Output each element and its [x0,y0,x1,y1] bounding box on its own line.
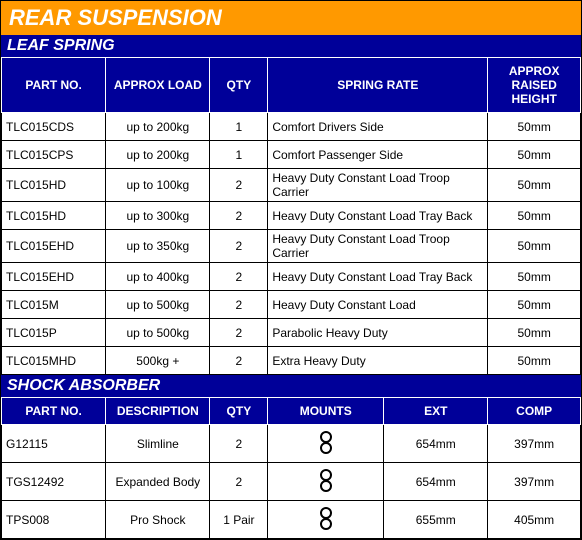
cell-desc: Pro Shock [106,501,210,539]
cell-load: up to 300kg [106,202,210,230]
cell-part: TLC015MHD [2,347,106,375]
cell-load: up to 500kg [106,291,210,319]
cell-qty: 2 [210,463,268,501]
cell-qty: 1 Pair [210,501,268,539]
cell-part: TLC015CDS [2,113,106,141]
cell-mounts [268,501,384,539]
cell-height: 50mm [488,319,581,347]
table-row: G12115Slimline2 654mm397mm [2,425,581,463]
cell-qty: 2 [210,425,268,463]
mount-eye-eye-icon [320,508,332,529]
cell-load: up to 400kg [106,263,210,291]
col-part: PART NO. [2,398,106,425]
rear-suspension-panel: REAR SUSPENSION LEAF SPRING PART NO. APP… [0,0,582,540]
cell-rate: Extra Heavy Duty [268,347,488,375]
cell-load: up to 350kg [106,230,210,263]
cell-mounts [268,425,384,463]
cell-rate: Heavy Duty Constant Load Tray Back [268,202,488,230]
cell-load: up to 200kg [106,113,210,141]
cell-qty: 2 [210,347,268,375]
table-row: TLC015Mup to 500kg2Heavy Duty Constant L… [2,291,581,319]
cell-qty: 2 [210,202,268,230]
table-row: TLC015CPSup to 200kg1Comfort Passenger S… [2,141,581,169]
cell-desc: Expanded Body [106,463,210,501]
cell-load: up to 500kg [106,319,210,347]
cell-rate: Comfort Passenger Side [268,141,488,169]
cell-load: 500kg + [106,347,210,375]
cell-qty: 1 [210,113,268,141]
table-row: TLC015CDSup to 200kg1Comfort Drivers Sid… [2,113,581,141]
cell-load: up to 200kg [106,141,210,169]
cell-desc: Slimline [106,425,210,463]
leaf-spring-heading: LEAF SPRING [1,35,581,57]
col-load: APPROX LOAD [106,58,210,113]
shock-absorber-table: PART NO. DESCRIPTION QTY MOUNTS EXT COMP… [1,397,581,539]
table-row: TLC015EHDup to 350kg2Heavy Duty Constant… [2,230,581,263]
table-row: TPS008Pro Shock1 Pair 655mm405mm [2,501,581,539]
cell-qty: 2 [210,230,268,263]
table-row: TLC015HDup to 100kg2Heavy Duty Constant … [2,169,581,202]
cell-ext: 654mm [384,425,488,463]
col-desc: DESCRIPTION [106,398,210,425]
col-mounts: MOUNTS [268,398,384,425]
cell-rate: Heavy Duty Constant Load [268,291,488,319]
col-height: APPROX RAISED HEIGHT [488,58,581,113]
leaf-spring-table: PART NO. APPROX LOAD QTY SPRING RATE APP… [1,57,581,375]
cell-rate: Heavy Duty Constant Load Troop Carrier [268,169,488,202]
cell-comp: 397mm [488,425,581,463]
cell-part: TLC015HD [2,169,106,202]
cell-qty: 2 [210,169,268,202]
cell-height: 50mm [488,202,581,230]
cell-height: 50mm [488,347,581,375]
cell-height: 50mm [488,113,581,141]
cell-part: TLC015EHD [2,263,106,291]
cell-height: 50mm [488,141,581,169]
table-row: TLC015MHD500kg +2Extra Heavy Duty50mm [2,347,581,375]
cell-part: TLC015P [2,319,106,347]
table-row: TGS12492Expanded Body2 654mm397mm [2,463,581,501]
cell-height: 50mm [488,169,581,202]
col-qty: QTY [210,398,268,425]
col-qty: QTY [210,58,268,113]
cell-mounts [268,463,384,501]
cell-ext: 654mm [384,463,488,501]
shock-absorber-heading: SHOCK ABSORBER [1,375,581,397]
cell-height: 50mm [488,230,581,263]
table-row: TLC015EHDup to 400kg2Heavy Duty Constant… [2,263,581,291]
table-row: TLC015HDup to 300kg2Heavy Duty Constant … [2,202,581,230]
cell-ext: 655mm [384,501,488,539]
cell-rate: Comfort Drivers Side [268,113,488,141]
cell-part: TLC015EHD [2,230,106,263]
cell-load: up to 100kg [106,169,210,202]
cell-comp: 397mm [488,463,581,501]
cell-rate: Parabolic Heavy Duty [268,319,488,347]
table-row: TLC015Pup to 500kg2Parabolic Heavy Duty5… [2,319,581,347]
col-ext: EXT [384,398,488,425]
cell-height: 50mm [488,291,581,319]
col-rate: SPRING RATE [268,58,488,113]
mount-eye-eye-icon [320,432,332,453]
mount-eye-eye-icon [320,470,332,491]
cell-qty: 2 [210,319,268,347]
leaf-header-row: PART NO. APPROX LOAD QTY SPRING RATE APP… [2,58,581,113]
col-comp: COMP [488,398,581,425]
main-title: REAR SUSPENSION [1,1,581,35]
cell-qty: 2 [210,263,268,291]
cell-qty: 1 [210,141,268,169]
cell-part: TPS008 [2,501,106,539]
cell-height: 50mm [488,263,581,291]
cell-comp: 405mm [488,501,581,539]
cell-part: TLC015HD [2,202,106,230]
cell-part: TGS12492 [2,463,106,501]
shock-header-row: PART NO. DESCRIPTION QTY MOUNTS EXT COMP [2,398,581,425]
cell-rate: Heavy Duty Constant Load Troop Carrier [268,230,488,263]
cell-rate: Heavy Duty Constant Load Tray Back [268,263,488,291]
cell-part: TLC015M [2,291,106,319]
col-part: PART NO. [2,58,106,113]
cell-part: TLC015CPS [2,141,106,169]
cell-qty: 2 [210,291,268,319]
cell-part: G12115 [2,425,106,463]
